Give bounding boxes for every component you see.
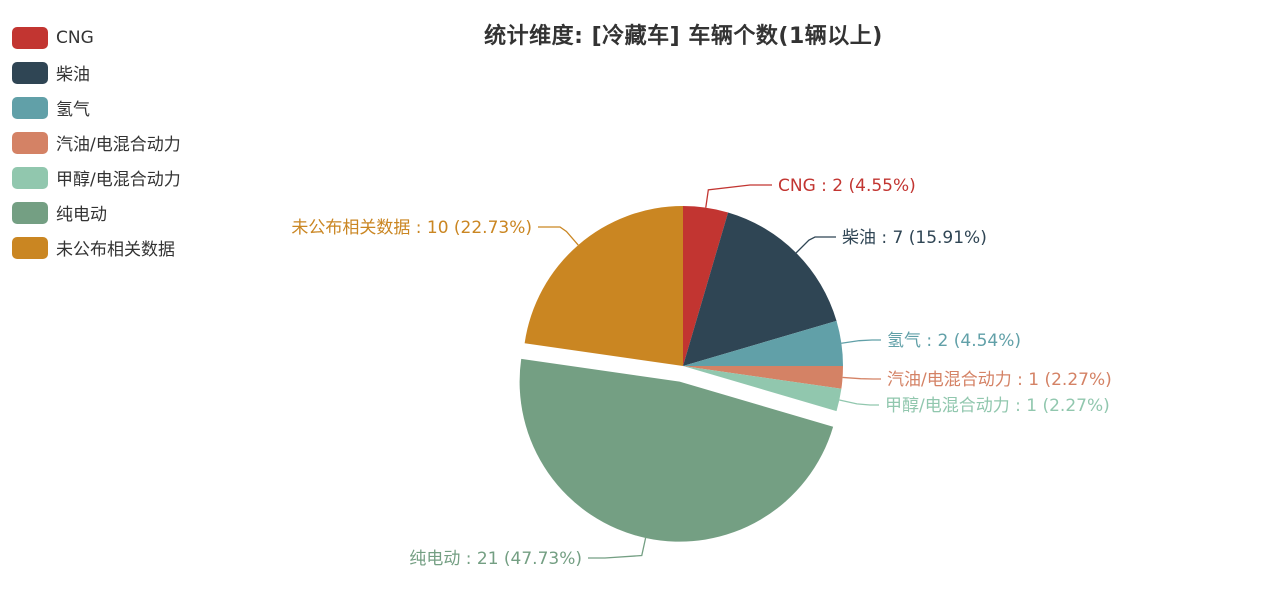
chart-legend: CNG 柴油氢气汽油/电混合动力 甲醇/电混合动力 纯电动未公布相关数据 <box>12 20 181 265</box>
pie-slice[interactable] <box>683 206 729 366</box>
legend-label: 柴油 <box>56 65 90 85</box>
legend-label: CNG <box>56 27 94 48</box>
leader-line <box>588 537 647 559</box>
legend-label: 甲醇/电混合动力 <box>56 170 181 190</box>
legend-swatch <box>12 201 48 224</box>
slice-label: 未公布相关数据 : 10 (22.73%) <box>291 218 532 238</box>
legend-label: 氢气 <box>56 100 90 120</box>
leader-line <box>842 376 881 380</box>
legend-label: 纯电动 <box>56 205 107 225</box>
chart-title: 统计维度: [冷藏车] 车辆个数(1辆以上) <box>484 24 883 49</box>
legend-label: 未公布相关数据 <box>56 240 175 260</box>
slice-label: 纯电动 : 21 (47.73%) <box>409 549 582 569</box>
legend-swatch <box>12 236 48 259</box>
pie-slice[interactable] <box>683 212 837 366</box>
leader-line <box>841 339 881 344</box>
slice-label: 氢气 : 2 (4.54%) <box>887 331 1021 351</box>
legend-item[interactable]: 未公布相关数据 <box>12 230 181 265</box>
slice-label: CNG : 2 (4.55%) <box>778 176 916 196</box>
slice-label: 柴油 : 7 (15.91%) <box>842 228 987 248</box>
leader-line <box>538 226 579 246</box>
pie-slice[interactable] <box>683 366 842 412</box>
legend-item[interactable]: 甲醇/电混合动力 <box>12 160 181 195</box>
legend-item[interactable]: 柴油 <box>12 55 181 90</box>
legend-swatch <box>12 61 48 84</box>
pie-slice[interactable] <box>524 206 683 366</box>
legend-swatch <box>12 131 48 154</box>
legend-swatch <box>12 166 48 189</box>
legend-item[interactable]: 汽油/电混合动力 <box>12 125 181 160</box>
legend-item[interactable]: 纯电动 <box>12 195 181 230</box>
leader-line <box>839 399 879 406</box>
slice-label: 甲醇/电混合动力 : 1 (2.27%) <box>885 396 1110 416</box>
leader-line <box>795 236 836 254</box>
legend-swatch <box>12 96 48 119</box>
legend-item[interactable]: CNG <box>12 20 181 55</box>
leader-line <box>705 184 772 208</box>
pie-slice[interactable] <box>519 358 834 542</box>
legend-item[interactable]: 氢气 <box>12 90 181 125</box>
legend-swatch <box>12 26 48 49</box>
slice-label: 汽油/电混合动力 : 1 (2.27%) <box>887 370 1112 390</box>
pie-slice[interactable] <box>683 366 843 389</box>
legend-label: 汽油/电混合动力 <box>56 135 181 155</box>
pie-slice[interactable] <box>683 320 843 366</box>
